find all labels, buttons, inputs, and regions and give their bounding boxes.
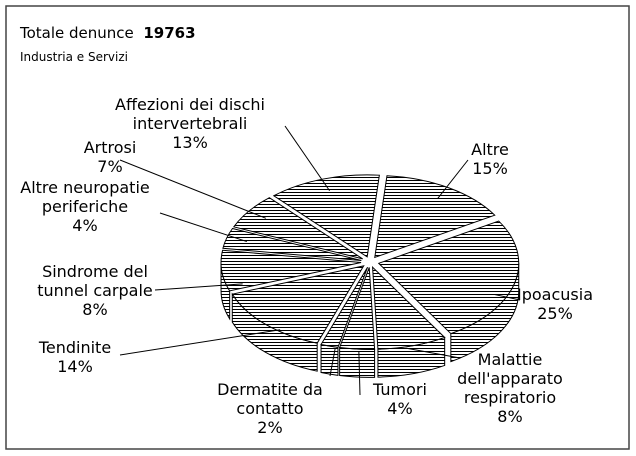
leader-line xyxy=(437,159,469,199)
value-label: 8% xyxy=(82,300,108,319)
leader-line xyxy=(329,348,336,377)
slice xyxy=(220,249,362,292)
category-label: Ipoacusia xyxy=(517,285,593,304)
category-label: Sindrome del tunnel carpale xyxy=(37,262,153,300)
leader-line xyxy=(159,212,247,243)
frame xyxy=(5,5,630,450)
slice-label: Tendinite 14% xyxy=(20,338,130,376)
category-label: Altre xyxy=(471,140,509,159)
slice xyxy=(320,266,369,348)
slice-label: Affezioni dei dischi intervertebrali 13% xyxy=(90,95,290,152)
value-label: 8% xyxy=(497,407,523,426)
chart-subtitle: Industria e Servizi xyxy=(20,50,128,64)
slice-label: Altre 15% xyxy=(450,140,530,178)
slice xyxy=(338,267,376,350)
category-label: Affezioni dei dischi intervertebrali xyxy=(115,95,265,133)
slice xyxy=(374,175,496,259)
slice-label: Tumori 4% xyxy=(355,380,445,418)
slice-label: Altre neuropatie periferiche 4% xyxy=(5,178,165,235)
slice xyxy=(272,174,380,258)
header: Totale denunce 19763 xyxy=(20,24,196,42)
slice-side xyxy=(339,346,376,378)
value-label: 4% xyxy=(72,216,98,235)
category-label: Artrosi xyxy=(83,138,137,157)
value-label: 4% xyxy=(387,399,413,418)
slice xyxy=(371,265,446,350)
slice-label: Sindrome del tunnel carpale 8% xyxy=(30,262,160,319)
value-label: 13% xyxy=(172,133,208,152)
value-label: 15% xyxy=(472,159,508,178)
category-label: Malattie dell'apparato respiratorio xyxy=(457,350,563,407)
total: 19763 xyxy=(143,24,196,42)
category-label: Altre neuropatie periferiche xyxy=(20,178,150,216)
category-label: Dermatite da contatto xyxy=(217,380,323,418)
slice xyxy=(222,227,362,262)
slice-label: Artrosi 7% xyxy=(60,138,160,176)
leader-line xyxy=(119,329,281,356)
value-label: 25% xyxy=(537,304,573,323)
slice-label: Dermatite da contatto 2% xyxy=(205,380,335,437)
value-label: 7% xyxy=(97,157,123,176)
slice-label: Ipoacusia 25% xyxy=(505,285,605,323)
slice xyxy=(231,265,365,344)
leader-line xyxy=(406,347,461,359)
value-label: 14% xyxy=(57,357,93,376)
category-label: Tendinite xyxy=(38,338,112,357)
leader-line xyxy=(154,283,243,291)
leader-line xyxy=(494,293,521,301)
leader-line xyxy=(284,125,331,192)
value-label: 2% xyxy=(257,418,283,437)
leader-line xyxy=(119,159,267,219)
category-label: Tumori xyxy=(373,380,427,399)
slice-label: Malattie dell'apparato respiratorio 8% xyxy=(440,350,580,426)
leader-line xyxy=(358,351,361,396)
slice xyxy=(377,220,520,335)
chart-title: Totale denunce xyxy=(20,24,134,42)
